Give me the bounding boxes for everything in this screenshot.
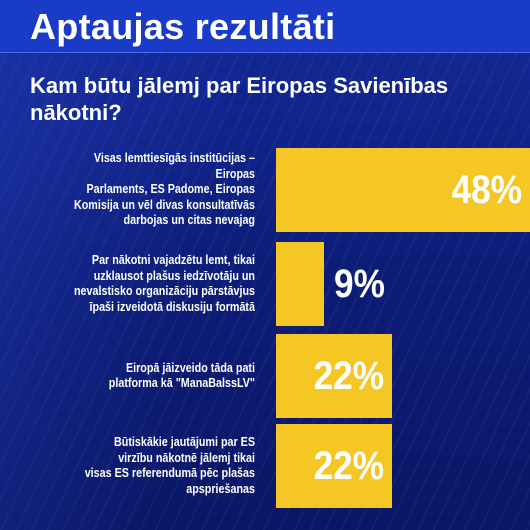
category-label-line: Par nākotni vajadzētu lemt, tikai [91,253,255,267]
category-label: Visas lemttiesīgās institūcijas – Eiropa… [53,144,255,236]
chart-question: Kam būtu jālemj par Eiropas Savienības n… [30,73,449,125]
value-label: 9% [334,262,385,306]
category-label-line: darbojas un citas nevajag [123,213,255,228]
category-label-line: uzklausot plašus iedzīvotāju un [93,268,255,283]
category-label-line: Būtiskākie jautājumi par ES [114,435,255,449]
value-label: 22% [313,444,384,488]
category-label: Būtiskākie jautājumi par ES virzību nākot… [53,420,255,512]
page-title: Aptaujas rezultāti [30,6,336,47]
bar [276,334,392,418]
category-label-line: Parlaments, ES Padome, Eiropas [86,182,255,197]
category-label-line: virzību nākotnē jālemj tikai [118,450,255,465]
category-label-line: īpaši izveidotā diskusiju formātā [89,299,255,314]
category-label-line: platforma kā "ManaBalssLV" [108,376,255,390]
category-label-line: nevalstisko organizāciju pārstāvjus [73,284,255,298]
title-bar: Aptaujas rezultāti [0,0,530,53]
bar [276,148,530,232]
value-label: 48% [451,168,522,212]
value-label: 22% [313,354,384,398]
category-label-line: Visas lemttiesīgās institūcijas – Eiropa… [93,151,255,181]
bar [276,424,392,508]
bar [276,242,324,326]
category-label-line: Komisija un vēl divas konsultatīvās [73,197,255,212]
category-label-line: Eiropā jāizveido tāda pati [125,360,255,375]
category-label: Eiropā jāizveido tāda pati platforma kā "… [53,330,255,422]
category-label-line: apspriešanas [186,481,255,496]
category-label-line: visas ES referendumā pēc plašas [84,466,255,480]
category-label: Par nākotni vajadzētu lemt, tikai uzklaus… [53,238,255,330]
